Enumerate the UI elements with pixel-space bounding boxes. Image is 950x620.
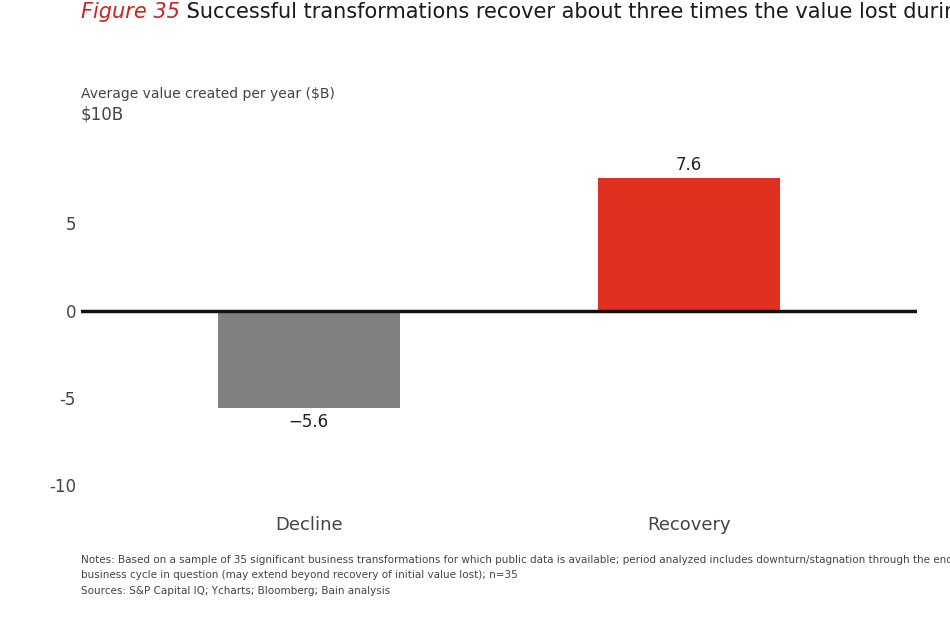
Text: Figure 35 :: Figure 35 : (81, 2, 193, 22)
Text: Successful transformations recover about three times the value lost during decli: Successful transformations recover about… (180, 2, 950, 22)
Text: Average value created per year ($B): Average value created per year ($B) (81, 87, 334, 101)
Text: 7.6: 7.6 (675, 156, 702, 174)
Text: business cycle in question (may extend beyond recovery of initial value lost); n: business cycle in question (may extend b… (81, 570, 518, 580)
Bar (218, 311, 400, 409)
Text: Recovery typically lasts longer and creates more value per year than is lost dur: Recovery typically lasts longer and crea… (124, 48, 874, 63)
Bar (598, 178, 780, 311)
Text: $10B: $10B (81, 106, 124, 124)
Text: −5.6: −5.6 (289, 413, 329, 431)
Text: Sources: S&P Capital IQ; Ycharts; Bloomberg; Bain analysis: Sources: S&P Capital IQ; Ycharts; Bloomb… (81, 586, 390, 596)
Text: Notes: Based on a sample of 35 significant business transformations for which pu: Notes: Based on a sample of 35 significa… (81, 555, 950, 565)
